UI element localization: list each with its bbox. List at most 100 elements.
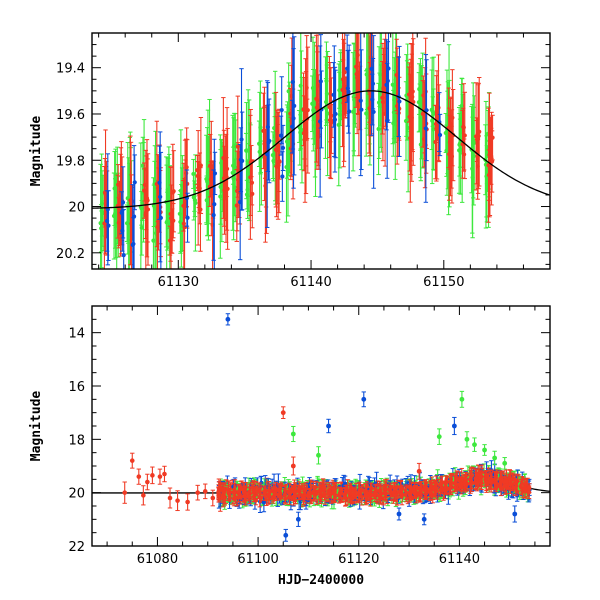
red-obs-point: [175, 498, 180, 503]
red-obs-point: [225, 186, 230, 191]
blue-obs-point: [437, 132, 443, 138]
green-obs-point: [139, 225, 144, 230]
red-obs-point: [451, 133, 456, 138]
top-model-curve: [92, 90, 550, 209]
red-obs-point: [450, 115, 455, 120]
bottom-panel-data: [92, 313, 550, 542]
blue-obs-point: [121, 252, 126, 258]
blue-obs-point: [332, 117, 338, 122]
red-obs-point: [297, 485, 302, 491]
red-obs-point: [232, 486, 238, 492]
red-obs-point: [267, 492, 272, 497]
green-obs-point: [232, 185, 237, 190]
red-obs-point: [462, 152, 467, 157]
blue-obs-point: [291, 116, 296, 121]
blue-obs-point: [385, 78, 390, 83]
red-obs-point: [218, 485, 223, 490]
blue-obs-point: [211, 213, 216, 218]
blue-obs-point: [370, 81, 376, 86]
top-y-axis-title: Magnitude: [29, 116, 44, 187]
red-obs-point: [342, 69, 347, 75]
blue-obs-point: [131, 214, 137, 219]
blue-obs-point: [424, 108, 429, 113]
blue-obs-point: [359, 107, 364, 112]
red-obs-point: [195, 490, 200, 495]
green-obs-point: [471, 154, 476, 159]
red-obs-point: [236, 489, 242, 494]
red-obs-point: [241, 490, 247, 495]
top-x-tick-label: 61140: [290, 275, 331, 290]
red-obs-point: [412, 490, 417, 496]
red-obs-point: [305, 108, 310, 113]
red-obs-point: [145, 207, 151, 212]
green-obs-point: [472, 140, 477, 145]
red-obs-point: [382, 490, 387, 496]
red-obs-point: [392, 486, 398, 491]
blue-obs-point: [423, 126, 428, 131]
blue-obs-point: [346, 89, 351, 94]
red-obs-point: [220, 494, 226, 500]
red-obs-point: [185, 499, 190, 505]
red-obs-point: [246, 494, 251, 499]
blue-obs-point: [120, 200, 126, 205]
top-y-tick-label: 20.2: [56, 247, 85, 262]
green-obs-point: [193, 200, 198, 206]
blue-obs-point: [333, 111, 338, 117]
red-obs-point: [302, 487, 307, 492]
top-panel-data: [92, 33, 550, 269]
red-obs-point: [462, 133, 467, 138]
blue-obs-point: [240, 158, 245, 164]
green-obs-point: [431, 111, 436, 116]
blue-obs-point: [318, 79, 323, 84]
red-obs-point: [157, 474, 163, 479]
blue-obs-point: [158, 194, 163, 199]
red-obs-point: [150, 473, 155, 478]
red-obs-point: [141, 493, 146, 498]
red-obs-point: [145, 479, 150, 485]
top-x-tick-label: 61130: [158, 275, 199, 290]
green-obs-point: [324, 91, 330, 96]
blue-obs-point: [132, 180, 137, 185]
blue-obs-point: [279, 107, 284, 113]
red-obs-point: [287, 491, 293, 496]
red-obs-point: [129, 458, 135, 463]
blue-obs-point: [397, 99, 402, 104]
red-obs-point: [408, 492, 413, 497]
red-obs-point: [357, 493, 362, 498]
red-obs-point: [231, 496, 237, 501]
red-obs-point: [270, 494, 276, 500]
top-panel-ticks: 61130 61140 61150 19.4 19.6 19.8 20 20.2: [56, 32, 551, 290]
red-obs-point: [347, 488, 352, 493]
red-obs-point: [162, 471, 167, 477]
top-panel-frame: [91, 32, 551, 270]
red-obs-point: [202, 489, 208, 494]
red-obs-point: [328, 489, 333, 495]
red-obs-point: [198, 163, 203, 168]
red-obs-point: [283, 496, 288, 501]
red-obs-point: [277, 159, 282, 164]
red-obs-point: [250, 191, 255, 196]
blue-obs-point: [347, 109, 352, 114]
red-obs-point: [422, 488, 427, 493]
red-obs-point: [210, 495, 216, 501]
blue-obs-point: [212, 171, 218, 176]
red-obs-point: [311, 489, 316, 494]
red-obs-point: [262, 488, 267, 494]
red-obs-point: [257, 495, 262, 500]
top-y-tick-label: 19.6: [56, 108, 85, 123]
top-x-tick-label: 61150: [423, 275, 464, 290]
red-obs-point: [343, 495, 348, 500]
red-obs-point: [407, 484, 412, 490]
blue-obs-point: [185, 215, 190, 220]
red-obs-point: [398, 485, 404, 490]
red-obs-point: [171, 189, 176, 194]
top-y-tick-label: 20: [68, 201, 85, 216]
blue-obs-point: [261, 500, 267, 505]
red-obs-point: [418, 491, 423, 496]
blue-obs-point: [280, 174, 285, 179]
top-panel: 61130 61140 61150 19.4 19.6 19.8 20 20.2 Magnit…: [29, 32, 551, 290]
green-obs-point: [325, 111, 330, 116]
blue-obs-point: [158, 215, 163, 220]
blue-obs-point: [239, 137, 244, 142]
